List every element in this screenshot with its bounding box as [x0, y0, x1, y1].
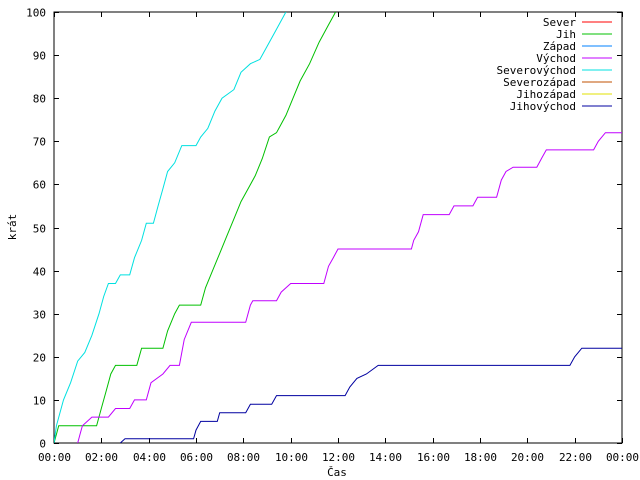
x-tick-label: 04:00 [133, 451, 166, 464]
legend-label: Severovýchod [497, 64, 576, 77]
legend-label: Jih [556, 28, 576, 41]
y-tick-label: 60 [33, 179, 46, 192]
x-tick-label: 00:00 [606, 451, 639, 464]
x-tick-label: 20:00 [511, 451, 544, 464]
legend-label: Západ [543, 40, 576, 53]
x-tick-label: 06:00 [180, 451, 213, 464]
y-tick-label: 70 [33, 136, 46, 149]
x-tick-label: 02:00 [85, 451, 118, 464]
x-axis-label: Čas [327, 466, 347, 479]
y-tick-label: 10 [33, 395, 46, 408]
x-tick-label: 16:00 [417, 451, 450, 464]
x-tick-label: 22:00 [559, 451, 592, 464]
y-tick-label: 100 [26, 7, 46, 20]
x-tick-label: 10:00 [275, 451, 308, 464]
legend-label: Jihovýchod [510, 100, 576, 113]
x-tick-label: 00:00 [38, 451, 71, 464]
legend-label: Severozápad [503, 76, 576, 89]
y-tick-label: 90 [33, 50, 46, 63]
x-tick-label: 18:00 [464, 451, 497, 464]
y-tick-label: 40 [33, 266, 46, 279]
legend-label: Východ [536, 52, 576, 65]
legend-label: Jihozápad [516, 88, 576, 101]
series-line-severovýchod [54, 12, 287, 443]
y-axis-label: krát [6, 214, 19, 241]
series-line-východ [77, 132, 622, 443]
series-line-jih [54, 12, 337, 443]
y-tick-label: 30 [33, 309, 46, 322]
y-tick-label: 0 [39, 438, 46, 451]
x-tick-label: 12:00 [322, 451, 355, 464]
y-tick-label: 50 [33, 223, 46, 236]
x-tick-label: 14:00 [369, 451, 402, 464]
legend: SeverJihZápadVýchodSeverovýchodSeverozáp… [497, 16, 612, 113]
legend-label: Sever [543, 16, 576, 29]
y-tick-label: 80 [33, 93, 46, 106]
series-line-jihovýchod [119, 347, 622, 443]
y-tick-label: 20 [33, 352, 46, 365]
x-tick-label: 08:00 [227, 451, 260, 464]
